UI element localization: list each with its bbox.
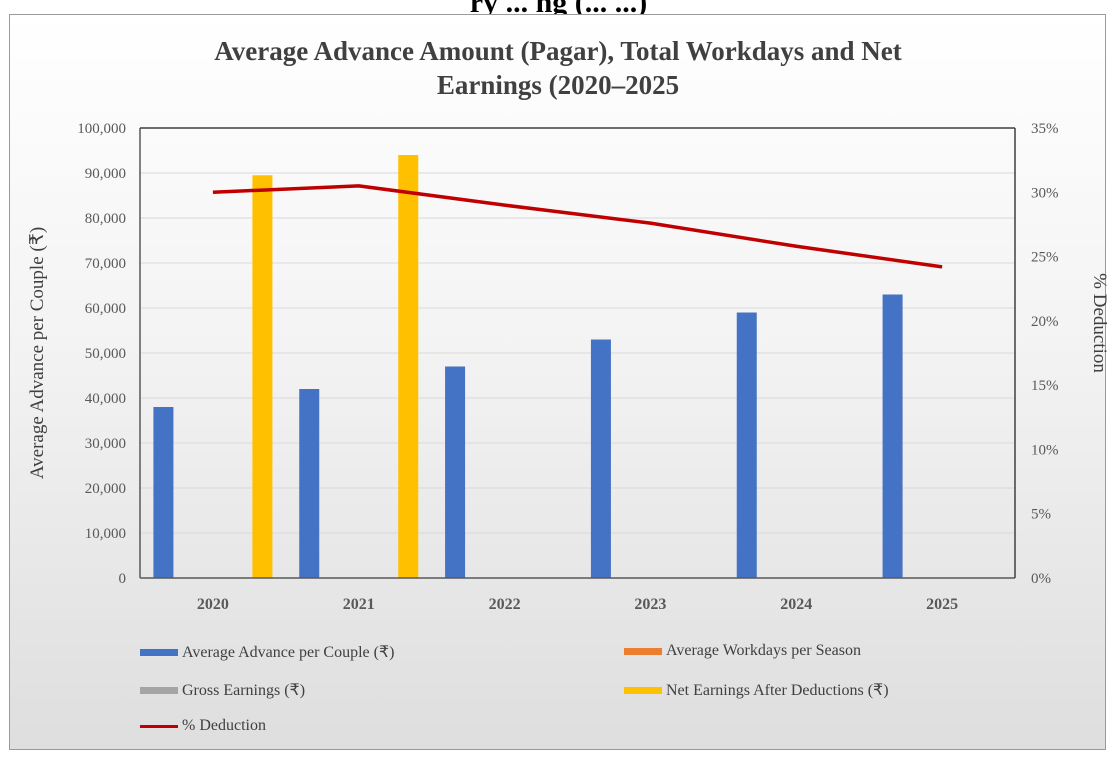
legend-swatch-net-earnings bbox=[624, 686, 662, 694]
chart-title-line-1: Average Advance Amount (Pagar), Total Wo… bbox=[214, 36, 902, 66]
y2-tick-label: 20% bbox=[1031, 314, 1059, 330]
y2-axis-title: % Deduction bbox=[1089, 273, 1107, 373]
y2-tick-label: 0% bbox=[1031, 571, 1051, 587]
x-tick-label: 2023 bbox=[634, 596, 666, 613]
legend-swatch-deduction bbox=[140, 724, 178, 728]
y2-tick-label: 10% bbox=[1031, 442, 1059, 458]
x-tick-label: 2024 bbox=[780, 596, 812, 613]
bar-average-advance-per-couple-2022 bbox=[445, 366, 466, 578]
bar-average-advance-per-couple-2024 bbox=[736, 312, 757, 578]
y-tick-label: 50,000 bbox=[85, 346, 126, 362]
legend-item-average-workdays: Average Workdays per Season bbox=[624, 642, 861, 660]
y-tick-label: 100,000 bbox=[77, 121, 126, 137]
y-tick-label: 80,000 bbox=[85, 211, 126, 227]
y-tick-label: 10,000 bbox=[85, 526, 126, 542]
legend-swatch-average-advance bbox=[140, 648, 178, 656]
legend-item-gross-earnings: Gross Earnings (₹) bbox=[140, 680, 305, 700]
bar-average-advance-per-couple-2021 bbox=[299, 389, 320, 578]
chart-title-line-2: Earnings (2020–2025 bbox=[437, 70, 679, 100]
y-tick-label: 70,000 bbox=[85, 256, 126, 272]
y-tick-label: 20,000 bbox=[85, 481, 126, 497]
line-deduction bbox=[212, 184, 943, 269]
chart-canvas: Average Advance Amount (Pagar), Total Wo… bbox=[27, 36, 1107, 613]
legend-label-deduction: % Deduction bbox=[182, 717, 266, 734]
y-tick-label: 0 bbox=[119, 571, 127, 587]
y2-tick-label: 25% bbox=[1031, 250, 1059, 266]
y2-tick-label: 30% bbox=[1031, 185, 1059, 201]
bar-net-earnings-after-deductions-2020 bbox=[252, 175, 273, 578]
y-tick-label: 60,000 bbox=[85, 301, 126, 317]
bar-average-advance-per-couple-2020 bbox=[153, 407, 174, 578]
y2-tick-label: 15% bbox=[1031, 378, 1059, 394]
y-tick-label: 30,000 bbox=[85, 436, 126, 452]
legend-label-gross-earnings: Gross Earnings (₹) bbox=[182, 682, 306, 699]
legend-item-average-advance: Average Advance per Couple (₹) bbox=[140, 642, 394, 662]
x-tick-label: 2022 bbox=[489, 596, 521, 613]
y-tick-label: 40,000 bbox=[85, 391, 126, 407]
legend-label-average-advance: Average Advance per Couple (₹) bbox=[182, 644, 395, 661]
legend-label-net-earnings: Net Earnings After Deductions (₹) bbox=[666, 682, 889, 699]
y-tick-label: 90,000 bbox=[85, 166, 126, 182]
x-tick-label: 2020 bbox=[197, 596, 229, 613]
y2-tick-label: 5% bbox=[1031, 507, 1051, 523]
y2-tick-label: 35% bbox=[1031, 121, 1059, 137]
y-axis-title: Average Advance per Couple (₹) bbox=[27, 227, 48, 479]
legend-swatch-average-workdays bbox=[624, 647, 662, 655]
x-tick-label: 2025 bbox=[926, 596, 958, 613]
legend-item-net-earnings: Net Earnings After Deductions (₹) bbox=[624, 680, 889, 700]
bar-average-advance-per-couple-2025 bbox=[882, 294, 903, 578]
bar-average-advance-per-couple-2023 bbox=[590, 339, 611, 578]
bar-net-earnings-after-deductions-2021 bbox=[398, 155, 419, 578]
legend-label-average-workdays: Average Workdays per Season bbox=[666, 642, 861, 659]
legend-item-deduction: % Deduction bbox=[140, 717, 266, 735]
legend-swatch-gross-earnings bbox=[140, 686, 178, 694]
x-tick-label: 2021 bbox=[343, 596, 375, 613]
chart-frame: Average Advance Amount (Pagar), Total Wo… bbox=[9, 14, 1107, 750]
